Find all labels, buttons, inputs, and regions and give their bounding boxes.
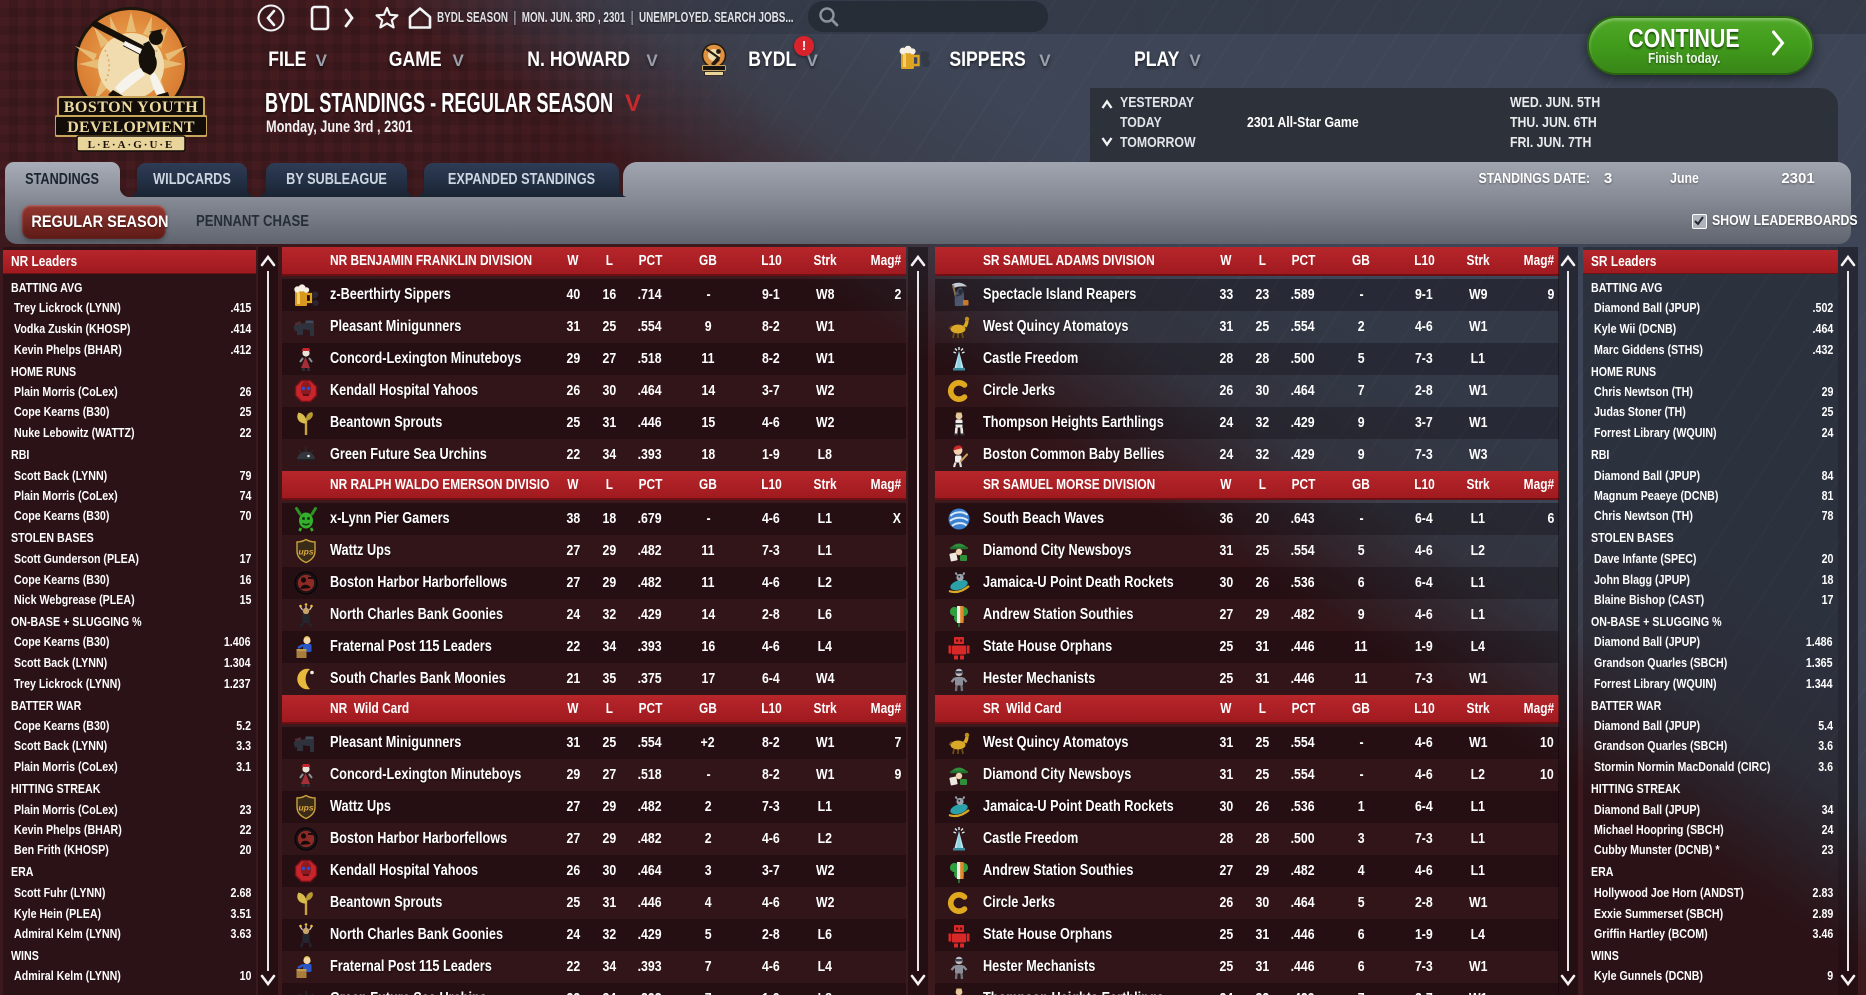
svg-text:L·E·A·G·U·E: L·E·A·G·U·E [88,139,175,151]
svg-text:BOSTON YOUTH: BOSTON YOUTH [64,99,199,116]
svg-text:DEVELOPMENT: DEVELOPMENT [67,119,195,136]
svg-text:ups: ups [298,803,313,813]
svg-text:ups: ups [298,547,313,557]
